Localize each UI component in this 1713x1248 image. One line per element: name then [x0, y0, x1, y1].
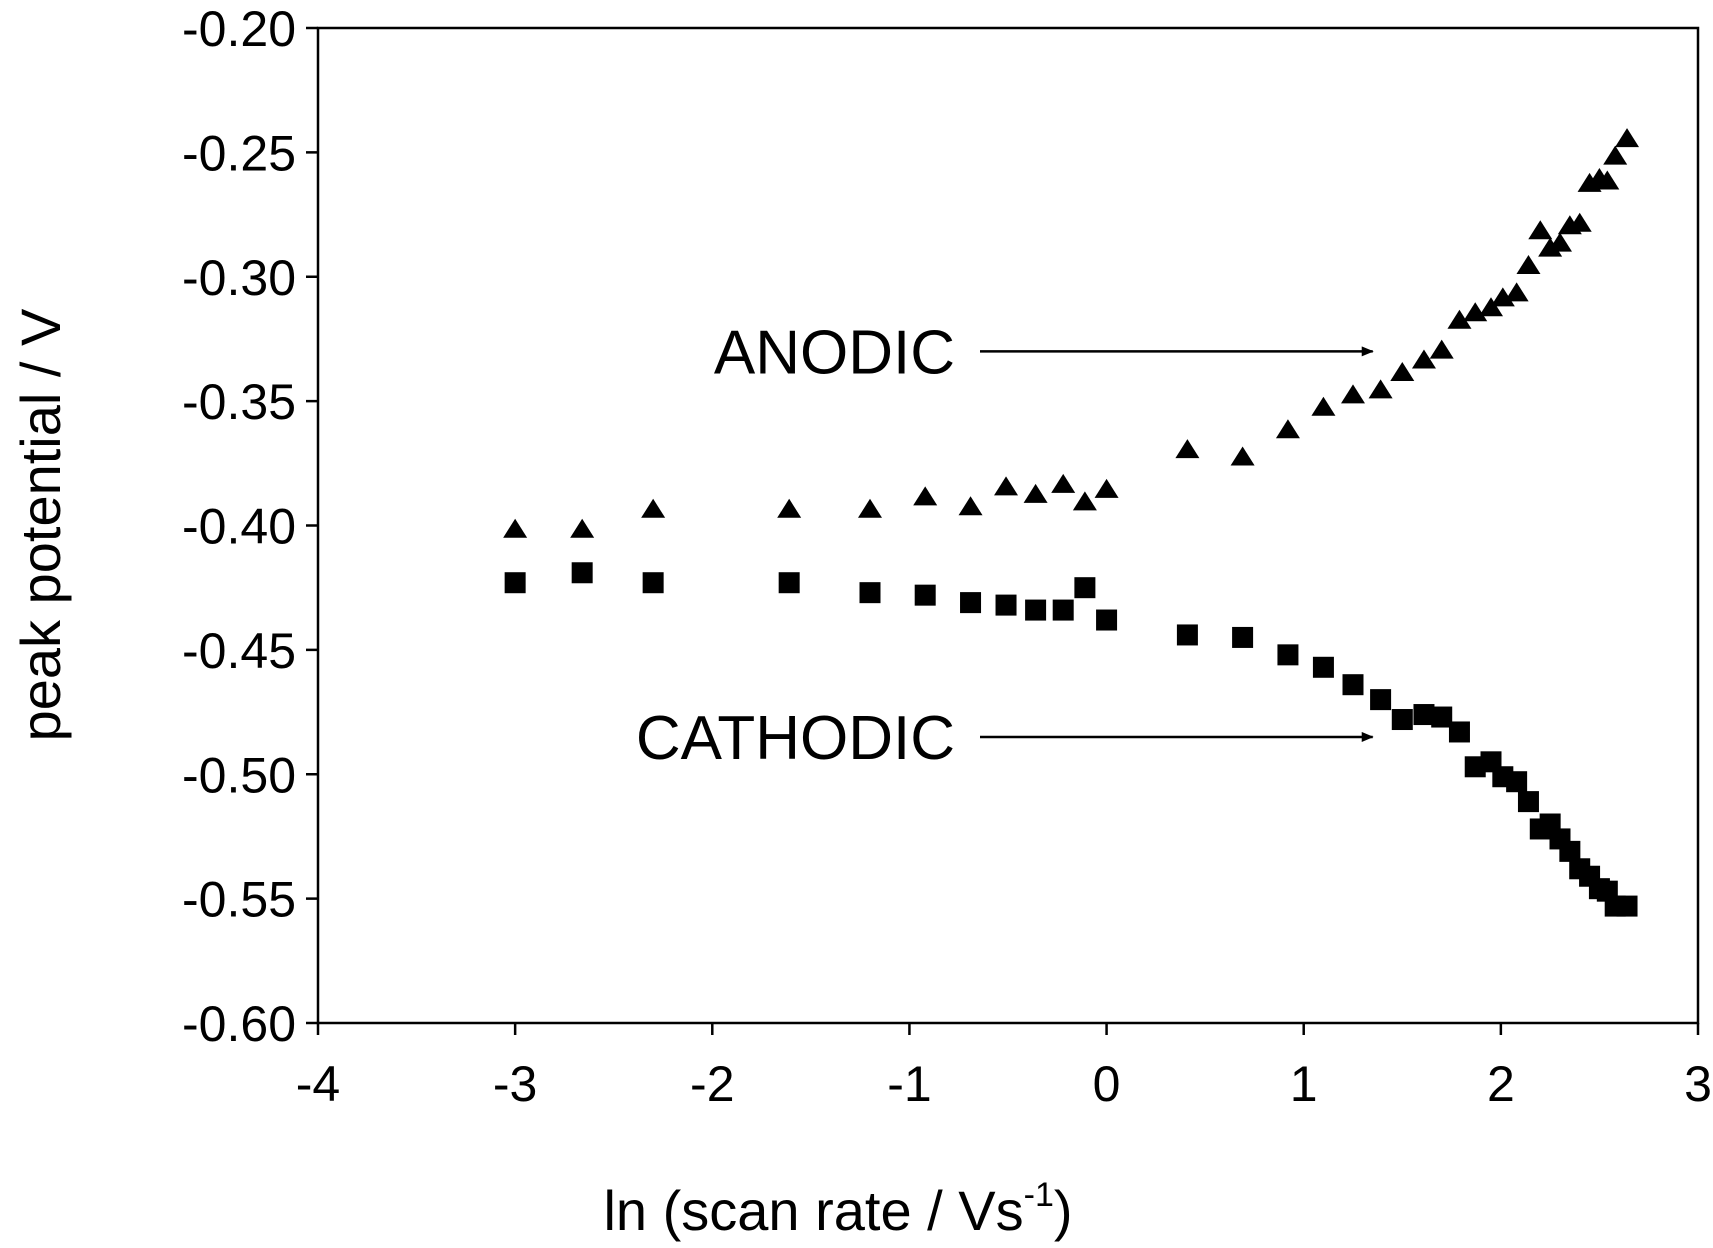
anodic-point-16: [1341, 384, 1365, 404]
anodic-point-14: [1275, 419, 1300, 439]
anodic-point-24: [1490, 287, 1515, 307]
cathodic-point-2: [642, 572, 664, 594]
anodic-point-15: [1311, 396, 1336, 416]
anodic-point-23: [1479, 297, 1503, 317]
cathodic-point-0: [504, 572, 526, 594]
cathodic-point-9: [1052, 599, 1074, 621]
anodic-point-7: [994, 476, 1019, 496]
y-tick-label-4: -0.40: [182, 499, 296, 555]
anodic-point-31: [1567, 212, 1592, 232]
anodic-point-0: [503, 518, 528, 538]
cathodic-point-26: [1517, 791, 1539, 813]
anodic-point-18: [1390, 361, 1415, 381]
x-tick-label-7: 3: [1684, 1056, 1712, 1112]
anodic-point-12: [1175, 439, 1200, 459]
anodic-point-21: [1447, 309, 1472, 329]
y-axis: -0.20 -0.25 -0.30 -0.35 -0.40 -0.45 -0.50 -0.55…: [182, 1, 318, 1052]
x-axis-label: ln (scan rate / Vs-1): [603, 1176, 1072, 1242]
data-series: [503, 128, 1640, 917]
cathodic-point-14: [1277, 644, 1299, 666]
x-tick-label-3: -1: [887, 1056, 931, 1112]
x-tick-label-5: 1: [1290, 1056, 1318, 1112]
y-tick-label-6: -0.50: [182, 747, 296, 803]
anodic-point-19: [1411, 349, 1436, 369]
anodic-point-17: [1368, 379, 1393, 399]
y-tick-label-0: -0.20: [182, 1, 296, 57]
anodic-point-6: [958, 496, 983, 516]
anodic-point-36: [1615, 128, 1640, 148]
y-tick-label-5: -0.45: [182, 623, 296, 679]
x-tick-label-1: -3: [493, 1056, 537, 1112]
anodic-point-13: [1230, 446, 1255, 466]
cathodic-point-1: [571, 562, 593, 584]
anodic-point-25: [1504, 282, 1529, 302]
cathodic-point-18: [1391, 709, 1413, 731]
anodic-point-32: [1577, 172, 1602, 192]
anodic-point-8: [1023, 483, 1048, 503]
cathodic-point-22: [1464, 756, 1486, 778]
anodic-point-26: [1516, 255, 1541, 275]
anodic-point-9: [1051, 473, 1076, 493]
cathodic-point-3: [778, 572, 800, 594]
y-tick-label-1: -0.25: [182, 125, 296, 181]
cathodic-point-25: [1506, 771, 1528, 793]
anodic-point-27: [1528, 220, 1553, 240]
anodic-point-29: [1548, 232, 1572, 252]
anodic-point-20: [1429, 339, 1454, 359]
x-tick-label-2: -2: [690, 1056, 734, 1112]
x-axis: -4 -3 -2 -1 0 1 2 3: [296, 1023, 1712, 1112]
anodic-point-28: [1538, 237, 1563, 257]
cathodic-point-30: [1559, 840, 1581, 862]
plot-area-frame: [316, 26, 1700, 1025]
anodic-point-1: [570, 518, 595, 538]
cathodic-point-15: [1312, 656, 1334, 678]
anodic-point-3: [777, 498, 802, 518]
cathodic-point-19: [1413, 704, 1435, 726]
x-tick-label-0: -4: [296, 1056, 340, 1112]
anodic-point-34: [1595, 170, 1620, 190]
cathodic-point-4: [859, 582, 881, 604]
anodic-point-2: [641, 498, 666, 518]
cathodic-point-21: [1448, 721, 1470, 743]
cathodic-point-16: [1342, 674, 1364, 696]
annotation-cathodic-label: CATHODIC: [636, 704, 955, 773]
y-tick-label-2: -0.30: [182, 250, 296, 306]
y-tick-label-7: -0.55: [182, 872, 296, 928]
anodic-point-22: [1463, 302, 1488, 322]
cathodic-point-17: [1370, 689, 1392, 711]
x-tick-label-4: 0: [1093, 1056, 1121, 1112]
series-cathodic: [504, 562, 1638, 917]
x-tick-label-6: 2: [1487, 1056, 1515, 1112]
cathodic-point-12: [1176, 624, 1198, 646]
series-anodic: [503, 128, 1640, 538]
anodic-point-5: [913, 486, 938, 506]
anodic-point-4: [858, 498, 882, 518]
annotations: ANODIC CATHODIC: [636, 318, 1374, 773]
cathodic-point-6: [960, 592, 982, 614]
cathodic-point-7: [995, 594, 1017, 616]
anodic-point-35: [1603, 145, 1628, 165]
y-tick-label-8: -0.60: [182, 996, 296, 1052]
cathodic-point-8: [1025, 599, 1047, 621]
annotation-anodic-label: ANODIC: [714, 318, 955, 387]
cathodic-point-13: [1232, 626, 1254, 648]
anodic-point-11: [1094, 478, 1119, 498]
y-axis-label: peak potential / V: [9, 308, 72, 741]
cathodic-point-10: [1074, 577, 1096, 599]
cathodic-point-36: [1616, 895, 1638, 917]
y-tick-label-3: -0.35: [182, 374, 296, 430]
cathodic-point-5: [914, 584, 936, 606]
anodic-point-10: [1072, 491, 1097, 511]
cathodic-point-20: [1431, 706, 1453, 728]
cathodic-point-11: [1096, 609, 1118, 631]
